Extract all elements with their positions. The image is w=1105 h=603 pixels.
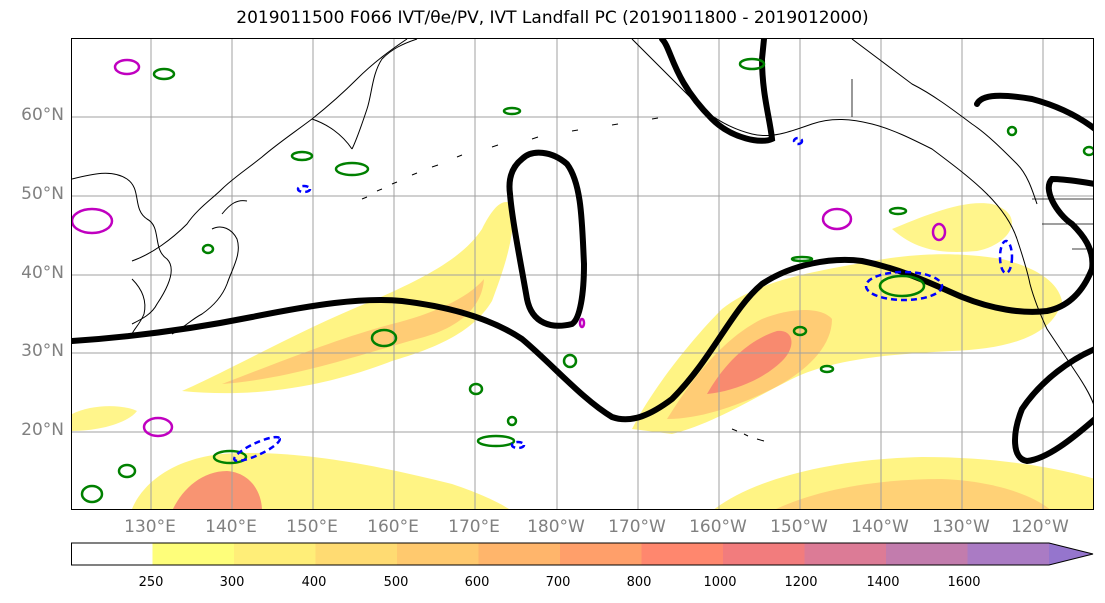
hawaii-islands [731, 428, 765, 442]
lat-label-20n: 20°N [21, 420, 64, 440]
colorbar-tick-1600: 1600 [947, 575, 981, 590]
ivt-patch-far-west [72, 406, 137, 431]
lon-label-170w: 170°W [608, 517, 666, 537]
lon-label-140e: 140°E [205, 517, 257, 537]
lon-label-160w: 160°W [689, 517, 747, 537]
japan-islands [171, 200, 248, 335]
colorbar-tick-500: 500 [383, 575, 409, 590]
ivt-shading [72, 201, 1093, 509]
aleutian-chain [361, 117, 659, 200]
colorbar-cell [152, 543, 235, 565]
lat-label-50n: 50°N [21, 184, 64, 204]
lon-label-150e: 150°E [286, 517, 338, 537]
korea-coast [131, 278, 146, 335]
theta-e-main [72, 175, 1093, 423]
lon-label-160e: 160°E [367, 517, 419, 537]
ivt-plume-central-max [707, 330, 792, 394]
colorbar-cell [71, 543, 153, 565]
colorbar-cell [886, 543, 968, 565]
theta-e-bc [974, 92, 1093, 132]
lat-label-60n: 60°N [21, 105, 64, 125]
theta-e-closed-loop [506, 149, 588, 329]
pv-contours [72, 57, 1093, 504]
ivt-band-south-west-core [173, 471, 262, 509]
theta-e-alaska [659, 39, 776, 144]
map-svg [72, 39, 1093, 509]
ivt-band-south-east-core [776, 479, 1050, 509]
lon-label-180w: 180°W [527, 517, 585, 537]
theta-e-southeast [1012, 346, 1093, 465]
colorbar-outline [71, 542, 1094, 566]
colorbar-tick-400: 400 [301, 575, 327, 590]
lon-label-120w: 120°W [1011, 517, 1069, 537]
colorbar-cell [560, 543, 642, 565]
kamchatka-coast [311, 39, 418, 150]
colorbar-cell [315, 543, 398, 565]
north-america-west-coast [1016, 238, 1093, 405]
map-panel [71, 38, 1094, 510]
lon-label-130e: 130°E [124, 517, 176, 537]
colorbar-cell [478, 543, 561, 565]
colorbar-cell [804, 543, 887, 565]
colorbar-tick-1000: 1000 [703, 575, 737, 590]
colorbar-cell [397, 543, 479, 565]
colorbar-tick-1400: 1400 [866, 575, 900, 590]
colorbar-tick-250: 250 [138, 575, 164, 590]
lon-label-140w: 140°W [851, 517, 909, 537]
colorbar-tick-800: 800 [626, 575, 652, 590]
graticule [72, 39, 1093, 509]
canada-coast [851, 39, 1038, 205]
lon-label-130w: 130°W [932, 517, 990, 537]
colorbar [71, 542, 1094, 566]
colorbar-extend-arrow [1049, 543, 1093, 565]
colorbar-cells [71, 542, 1094, 566]
lat-label-30n: 30°N [21, 341, 64, 361]
colorbar-tick-700: 700 [545, 575, 571, 590]
pv-blue-contours [232, 136, 1014, 463]
lon-label-170e: 170°E [448, 517, 500, 537]
colorbar-tick-600: 600 [464, 575, 490, 590]
coastlines [72, 39, 1093, 442]
theta-e-contours [72, 39, 1093, 465]
pv-green-contours [80, 57, 1093, 504]
ivt-plume-west-coast [892, 203, 1012, 252]
lat-label-40n: 40°N [21, 263, 64, 283]
borders [851, 79, 1093, 250]
pv-magenta-contours [72, 58, 947, 438]
ivt-plume-western-core [222, 279, 484, 384]
colorbar-tick-1200: 1200 [784, 575, 818, 590]
plot-title: 2019011500 F066 IVT/θe/PV, IVT Landfall … [236, 8, 869, 28]
lon-label-150w: 150°W [770, 517, 828, 537]
asia-coastline [72, 39, 408, 325]
colorbar-tick-300: 300 [219, 575, 245, 590]
colorbar-cell [723, 543, 805, 565]
colorbar-cell [234, 543, 316, 565]
colorbar-cell [967, 543, 1050, 565]
colorbar-cell [641, 543, 724, 565]
ivt-plume-western [182, 201, 513, 394]
